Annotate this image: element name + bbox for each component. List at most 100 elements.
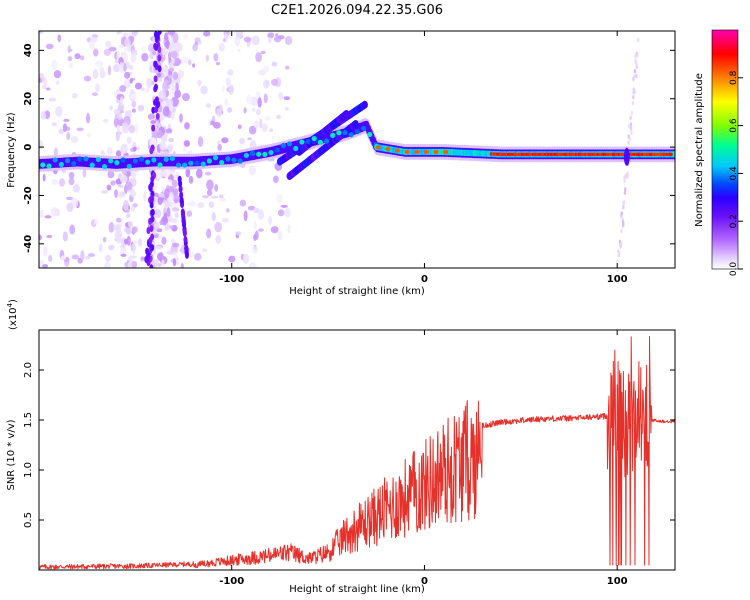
- spectrogram-branch-blob: [343, 109, 350, 118]
- spectrogram-core-peak: [414, 149, 420, 154]
- spectrogram-noise-blob: [183, 140, 191, 147]
- spectrogram-noise-blob: [58, 128, 65, 135]
- spectrogram-noise-blob: [192, 63, 196, 68]
- spectrogram-noise-blob: [102, 236, 107, 243]
- spectrogram-streak-blob: [634, 53, 637, 59]
- spectrogram-noise-blob: [149, 136, 157, 148]
- spectrogram-noise-blob: [206, 228, 212, 239]
- spectrogram-bead: [64, 157, 71, 164]
- spectrogram-noise-blob: [172, 32, 179, 44]
- spectrogram-streak-blob: [635, 73, 638, 79]
- spectrogram-noise-blob: [62, 231, 68, 242]
- spectrogram-noise-blob: [168, 145, 173, 153]
- spectrogram-noise-blob: [131, 243, 137, 252]
- spectrogram-noise-blob: [167, 68, 175, 72]
- spectrogram-noise-blob: [45, 87, 51, 91]
- spectrogram-noise-blob: [131, 240, 139, 244]
- spectrogram-noise-blob: [124, 238, 128, 245]
- spectrogram-bead: [317, 139, 323, 145]
- spectrogram-noise-blob: [170, 59, 175, 64]
- spectrogram-noise-blob: [58, 178, 66, 187]
- spectrogram-noise-blob: [215, 235, 222, 244]
- spectrogram-bead: [114, 160, 120, 166]
- spectrogram-noise-blob: [164, 32, 169, 41]
- spectrogram-noise-blob: [248, 165, 256, 176]
- spectrogram-noise-blob: [218, 42, 226, 52]
- spectrogram-noise-blob: [269, 128, 274, 133]
- spectrogram-noise-blob: [63, 118, 70, 122]
- spectrogram-noise-blob: [119, 62, 124, 68]
- spectrogram-noise-blob: [276, 114, 282, 120]
- spectrogram-streak-blob: [623, 175, 626, 180]
- spectrogram-noise-blob: [156, 228, 163, 233]
- spectrogram-noise-blob: [133, 123, 139, 134]
- spectrogram-noise-blob: [120, 253, 127, 257]
- spectrogram-bead: [175, 162, 182, 168]
- spectrogram-noise-blob: [121, 143, 126, 153]
- spectrogram-noise-blob: [188, 59, 192, 66]
- spectrogram-noise-blob: [268, 215, 273, 225]
- spectrogram-streak-blob: [148, 184, 153, 192]
- spectrogram-noise-blob: [181, 92, 190, 102]
- snr-multiplier-close: ): [8, 299, 19, 303]
- spectrogram-noise-blob: [60, 255, 67, 261]
- spectrogram-streak-blob: [149, 225, 154, 233]
- spectrogram-streak-blob: [150, 244, 155, 252]
- spectrogram-noise-blob: [108, 221, 115, 233]
- spectrogram-noise-blob: [195, 168, 203, 179]
- spectrogram-noise-blob: [51, 122, 57, 127]
- spectrogram-noise-blob: [48, 97, 57, 102]
- spectrogram-noise-blob: [146, 77, 153, 88]
- spectrogram-noise-blob: [276, 194, 283, 203]
- spectrogram-bead: [108, 158, 114, 164]
- spectrogram-streak-blob: [627, 140, 630, 146]
- spectrogram-bead: [286, 141, 293, 147]
- spectrogram-noise-blob: [153, 208, 162, 219]
- colorbar-label: Normalized spectral amplitude: [694, 73, 705, 227]
- spectrogram-noise-blob: [156, 168, 164, 180]
- spectrogram-noise-blob: [161, 259, 165, 268]
- spectrogram-noise-blob: [112, 63, 121, 73]
- spectrogram-bead: [40, 162, 46, 168]
- spectrogram-core-peak: [394, 148, 401, 153]
- spectrogram-streak-blob: [630, 130, 633, 135]
- spectrogram-noise-blob: [248, 262, 257, 268]
- spectrogram-streak-blob: [629, 122, 633, 127]
- spectrogram-noise-blob: [124, 71, 131, 79]
- spectrogram-noise-blob: [157, 72, 162, 78]
- snr-xtick-label: -100: [219, 576, 244, 587]
- spectrogram-noise-blob: [219, 198, 227, 202]
- spectrogram-bead: [83, 156, 89, 162]
- spectrogram-bead: [299, 139, 305, 145]
- spectrogram-noise-blob: [261, 123, 268, 133]
- spectrogram-noise-blob: [219, 194, 224, 199]
- spectrogram-panel: -100 0 100 40 20 0 -20 -40 Height of straight l…: [6, 30, 676, 297]
- spectrogram-streak-blob: [629, 126, 633, 131]
- spectrogram-noise-blob: [126, 213, 131, 218]
- spectrogram-noise-blob: [225, 77, 231, 87]
- spectrogram-noise-blob: [162, 106, 170, 117]
- spectrogram-noise-blob: [185, 168, 191, 178]
- spectrogram-bead: [348, 132, 354, 138]
- spectrogram-noise-blob: [177, 70, 185, 79]
- spectrogram-noise-blob: [171, 179, 178, 189]
- spectrogram-noise-blob: [114, 230, 123, 239]
- spectrogram-data: [39, 31, 675, 268]
- spectrogram-noise-blob: [210, 195, 219, 199]
- spectrogram-noise-blob: [150, 120, 157, 124]
- spectrogram-streak-blob: [179, 196, 184, 204]
- spectrogram-noise-blob: [124, 78, 131, 89]
- spectrogram-xtick-label: 100: [607, 274, 628, 285]
- snr-ylabel: SNR (10 * v/v): [6, 419, 17, 490]
- spectrogram-bead: [151, 157, 157, 163]
- spectrogram-noise-blob: [106, 147, 113, 156]
- spectrogram-bead: [262, 151, 268, 157]
- spectrogram-noise-blob: [39, 31, 44, 34]
- spectrogram-noise-blob: [94, 83, 100, 92]
- spectrogram-noise-blob: [222, 38, 226, 43]
- spectrogram-noise-blob: [92, 69, 99, 79]
- spectrogram-noise-blob: [284, 207, 291, 218]
- spectrogram-noise-blob: [128, 124, 136, 134]
- spectrogram-noise-blob: [188, 175, 194, 184]
- spectrogram-noise-blob: [213, 53, 219, 62]
